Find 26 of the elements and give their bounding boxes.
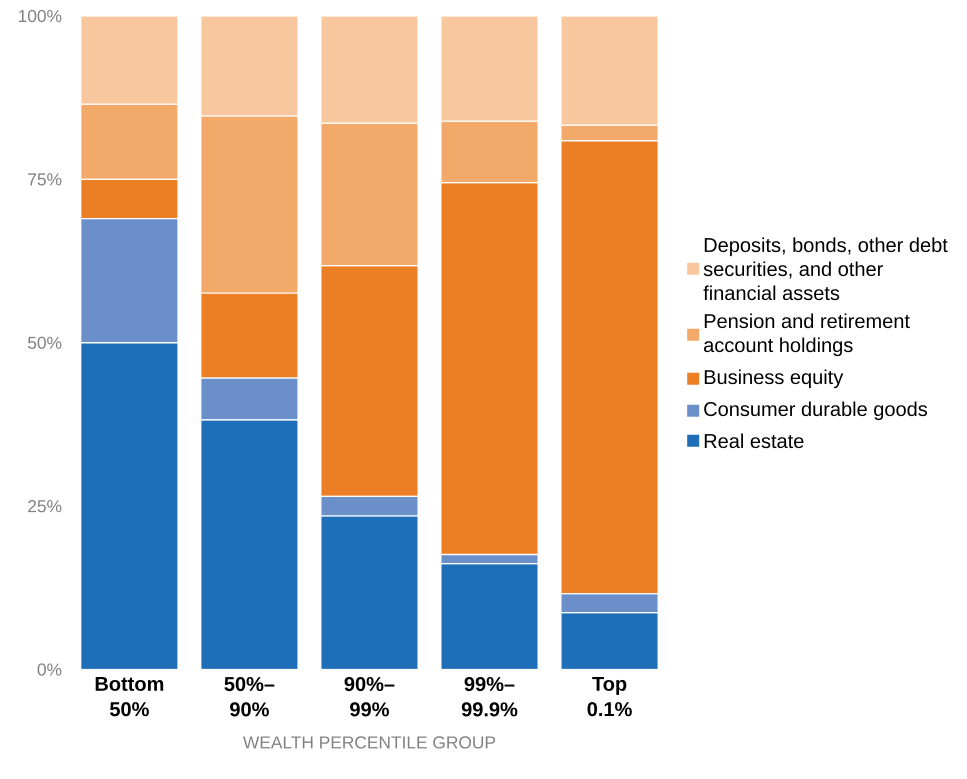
y-tick-label: 0%: [38, 663, 62, 676]
x-tick-label: 90%–99%: [344, 676, 394, 716]
bar: [320, 16, 419, 124]
y-tick-label: 25%: [28, 500, 62, 512]
bar: [80, 342, 178, 670]
x-axis-title: WEALTH PERCENTILE GROUP: [243, 736, 496, 749]
legend-label: Business equity: [704, 370, 844, 388]
legend-label: Real estate: [704, 433, 804, 448]
x-tick-label: 99%–99.9%: [462, 676, 518, 716]
bar: [440, 16, 539, 122]
bar: [560, 16, 659, 126]
x-tick-label: 50%–90%: [224, 676, 274, 716]
x-tick-label: Top 0.1%: [588, 676, 632, 716]
legend-label: Consumer durable goods: [704, 401, 928, 420]
x-tick-label: Bottom 50%: [96, 676, 164, 716]
bar: [320, 516, 418, 670]
legend-label: Pension and retirement account holdings: [704, 314, 910, 356]
bar: [560, 612, 659, 670]
y-tick-label: 75%: [28, 173, 62, 186]
bar: [200, 16, 299, 117]
y-tick-label: 50%: [28, 336, 62, 349]
bar: [200, 420, 298, 670]
bar: [440, 564, 538, 670]
y-tick-label: 100%: [18, 10, 62, 22]
legend-label: Deposits, bonds, other debt securities, and other financial assets: [703, 237, 948, 300]
bar: [80, 16, 179, 105]
